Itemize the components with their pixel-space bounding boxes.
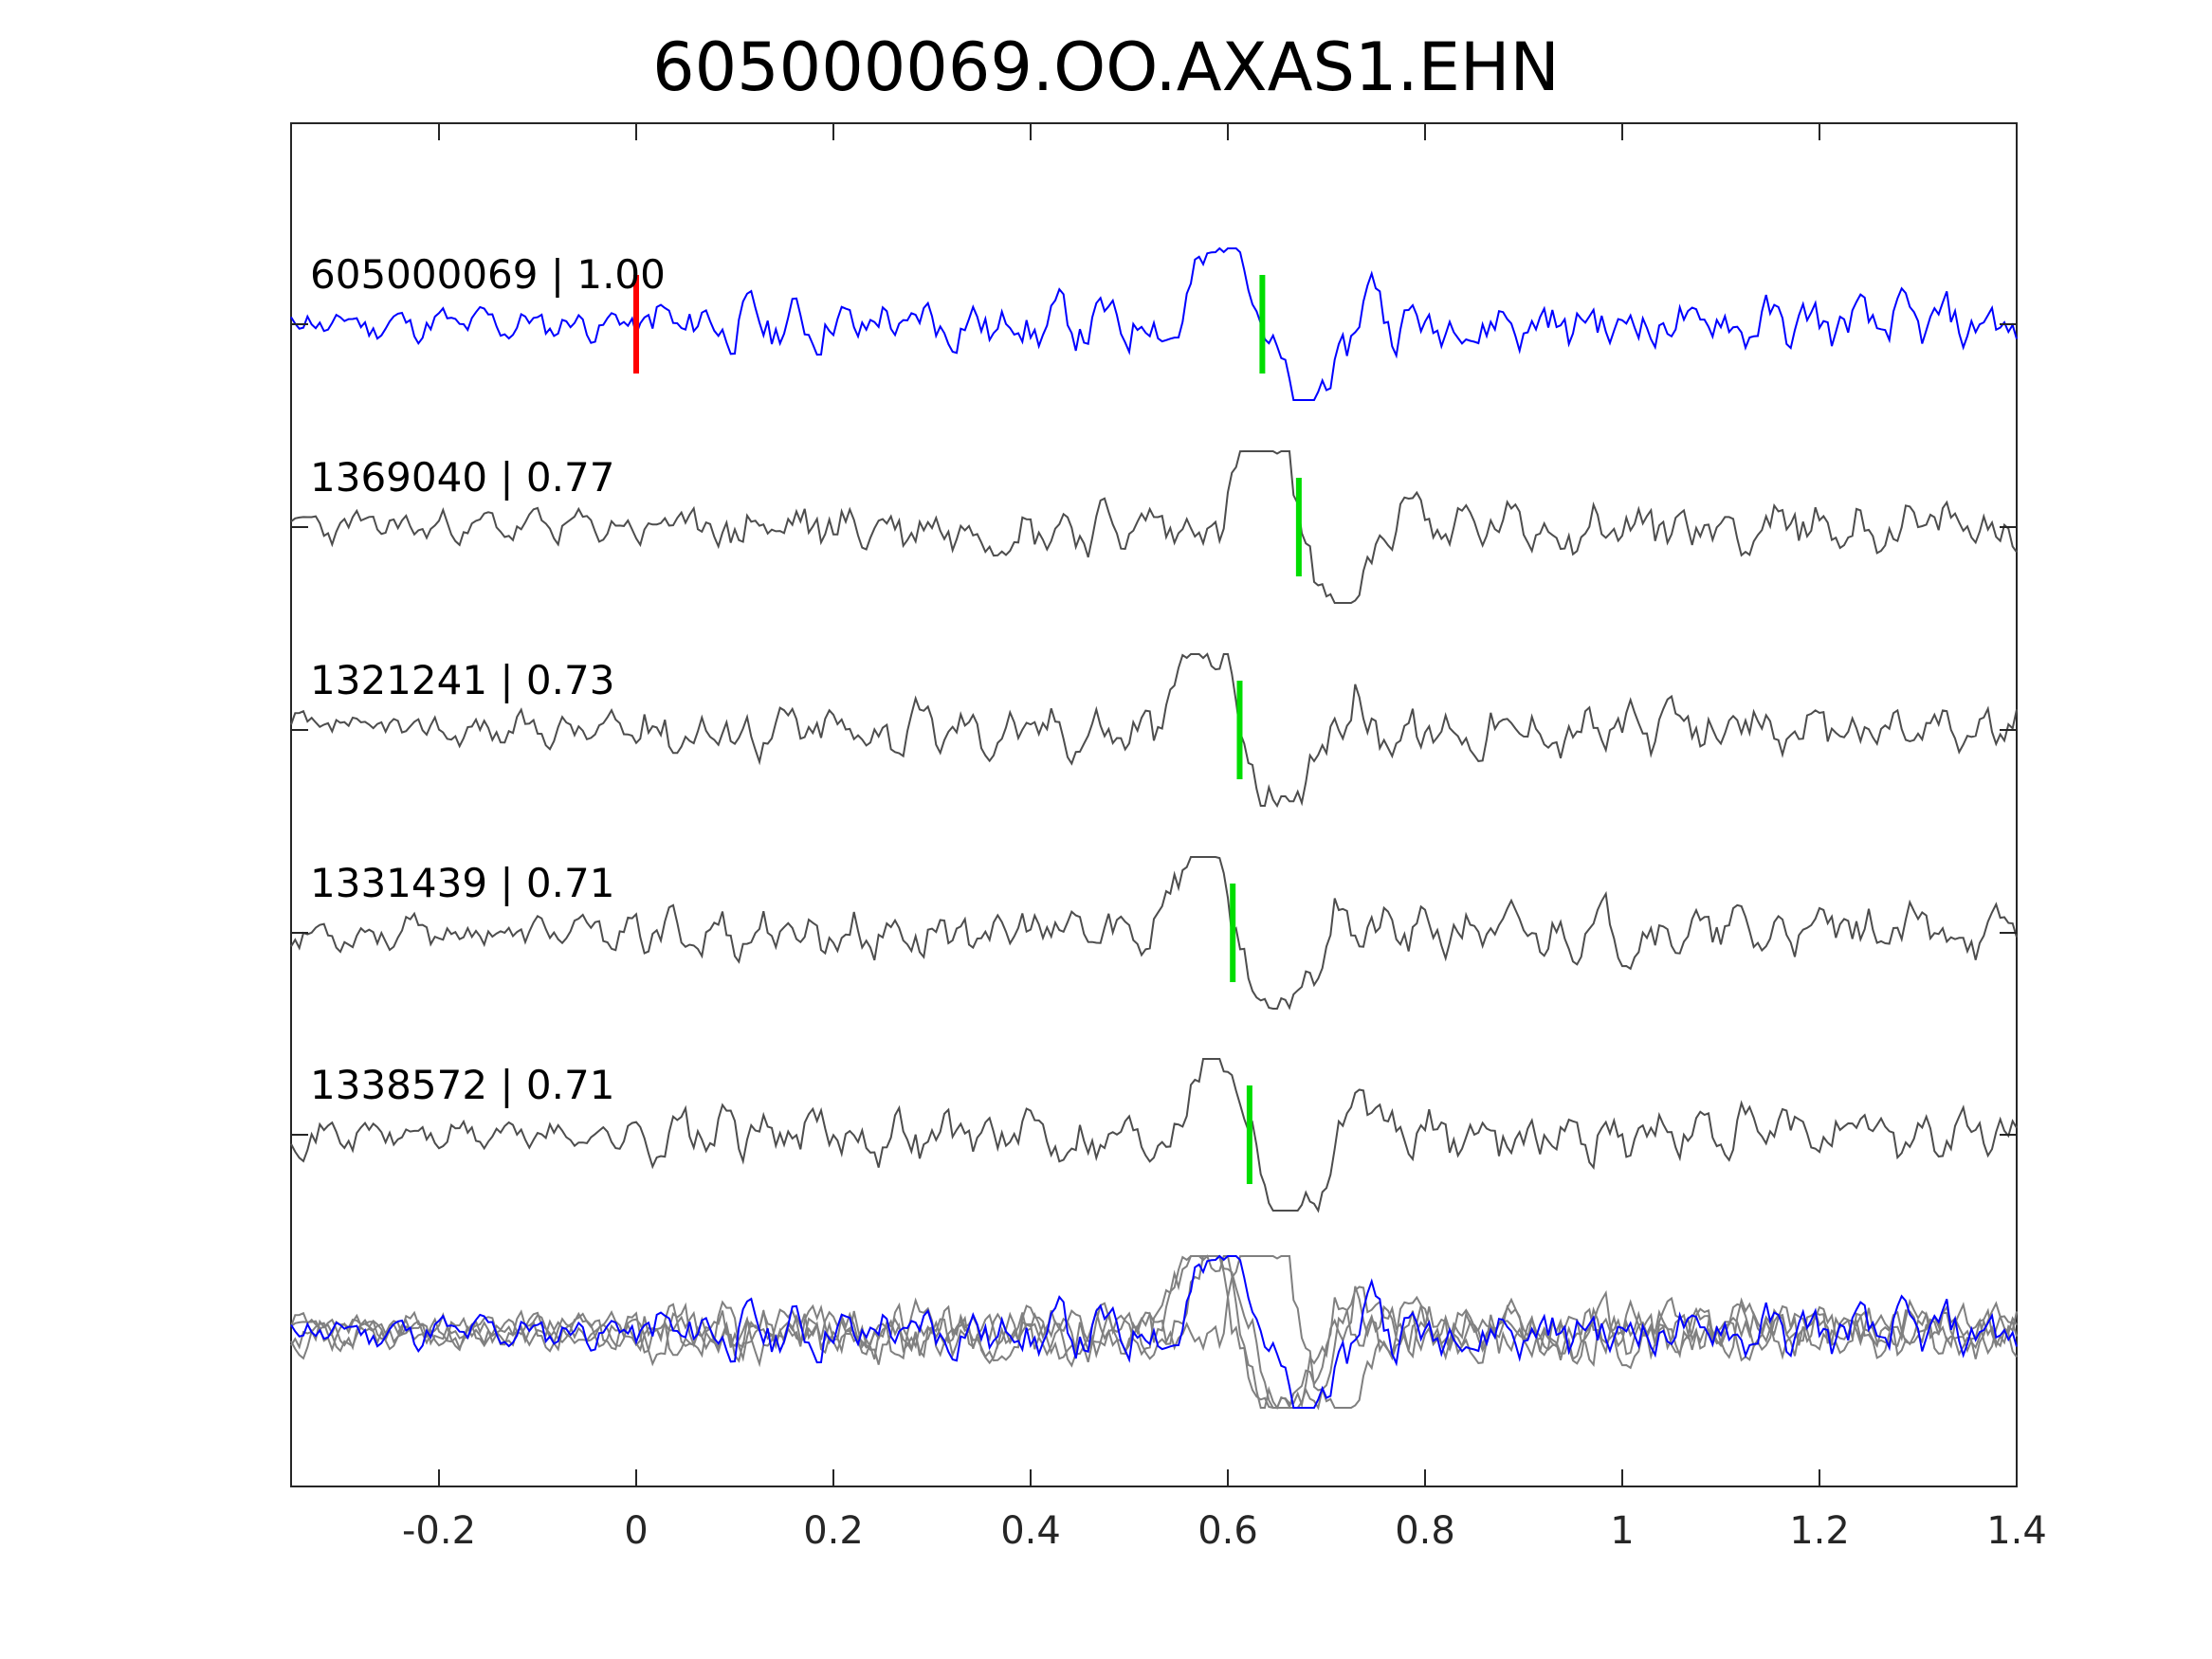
x-axis-ticks: -0.2 0 0.2 0.4 0.6 0.8 1 1.2 1.4 bbox=[291, 123, 2047, 1553]
trace-1321241-line bbox=[290, 652, 2018, 809]
x-tick-label: 0.2 bbox=[803, 1509, 864, 1553]
traces-layer bbox=[290, 246, 2018, 1213]
trace-1369040-line bbox=[290, 450, 2018, 604]
x-tick-label: 1 bbox=[1610, 1509, 1634, 1553]
x-tick-label: 1.4 bbox=[1986, 1509, 2047, 1553]
trace-label-1338572: 1338572 | 0.71 bbox=[310, 1062, 614, 1108]
x-tick-label: 0.6 bbox=[1197, 1509, 1258, 1553]
trace-1338572-line bbox=[290, 1058, 2018, 1213]
plot-frame bbox=[290, 122, 2018, 1487]
overlay-stack bbox=[290, 1254, 2018, 1411]
trace-605000069-line bbox=[290, 246, 2018, 401]
trace-label-1321241: 1321241 | 0.73 bbox=[310, 657, 614, 703]
trace-label-1331439: 1331439 | 0.71 bbox=[310, 860, 614, 906]
x-tick-label: 0 bbox=[624, 1509, 648, 1553]
trace-labels: 605000069 | 1.00 1369040 | 0.77 1321241 | … bbox=[310, 251, 666, 1108]
x-tick-label: 0.8 bbox=[1395, 1509, 1455, 1553]
chart-title: 605000069.OO.AXAS1.EHN bbox=[652, 28, 1560, 106]
overlay-trace-line bbox=[290, 1255, 2018, 1410]
trace-label-1369040: 1369040 | 0.77 bbox=[310, 454, 614, 501]
picks-layer bbox=[633, 275, 1302, 1184]
overlay-trace-line bbox=[290, 1255, 2018, 1411]
x-tick-label: 0.4 bbox=[1000, 1509, 1061, 1553]
x-tick-label: 1.2 bbox=[1789, 1509, 1850, 1553]
x-tick-label: -0.2 bbox=[402, 1509, 476, 1553]
overlay-trace-line bbox=[290, 1254, 2018, 1409]
trace-1331439-line bbox=[290, 856, 2018, 1011]
trace-label-605000069: 605000069 | 1.00 bbox=[310, 251, 666, 298]
